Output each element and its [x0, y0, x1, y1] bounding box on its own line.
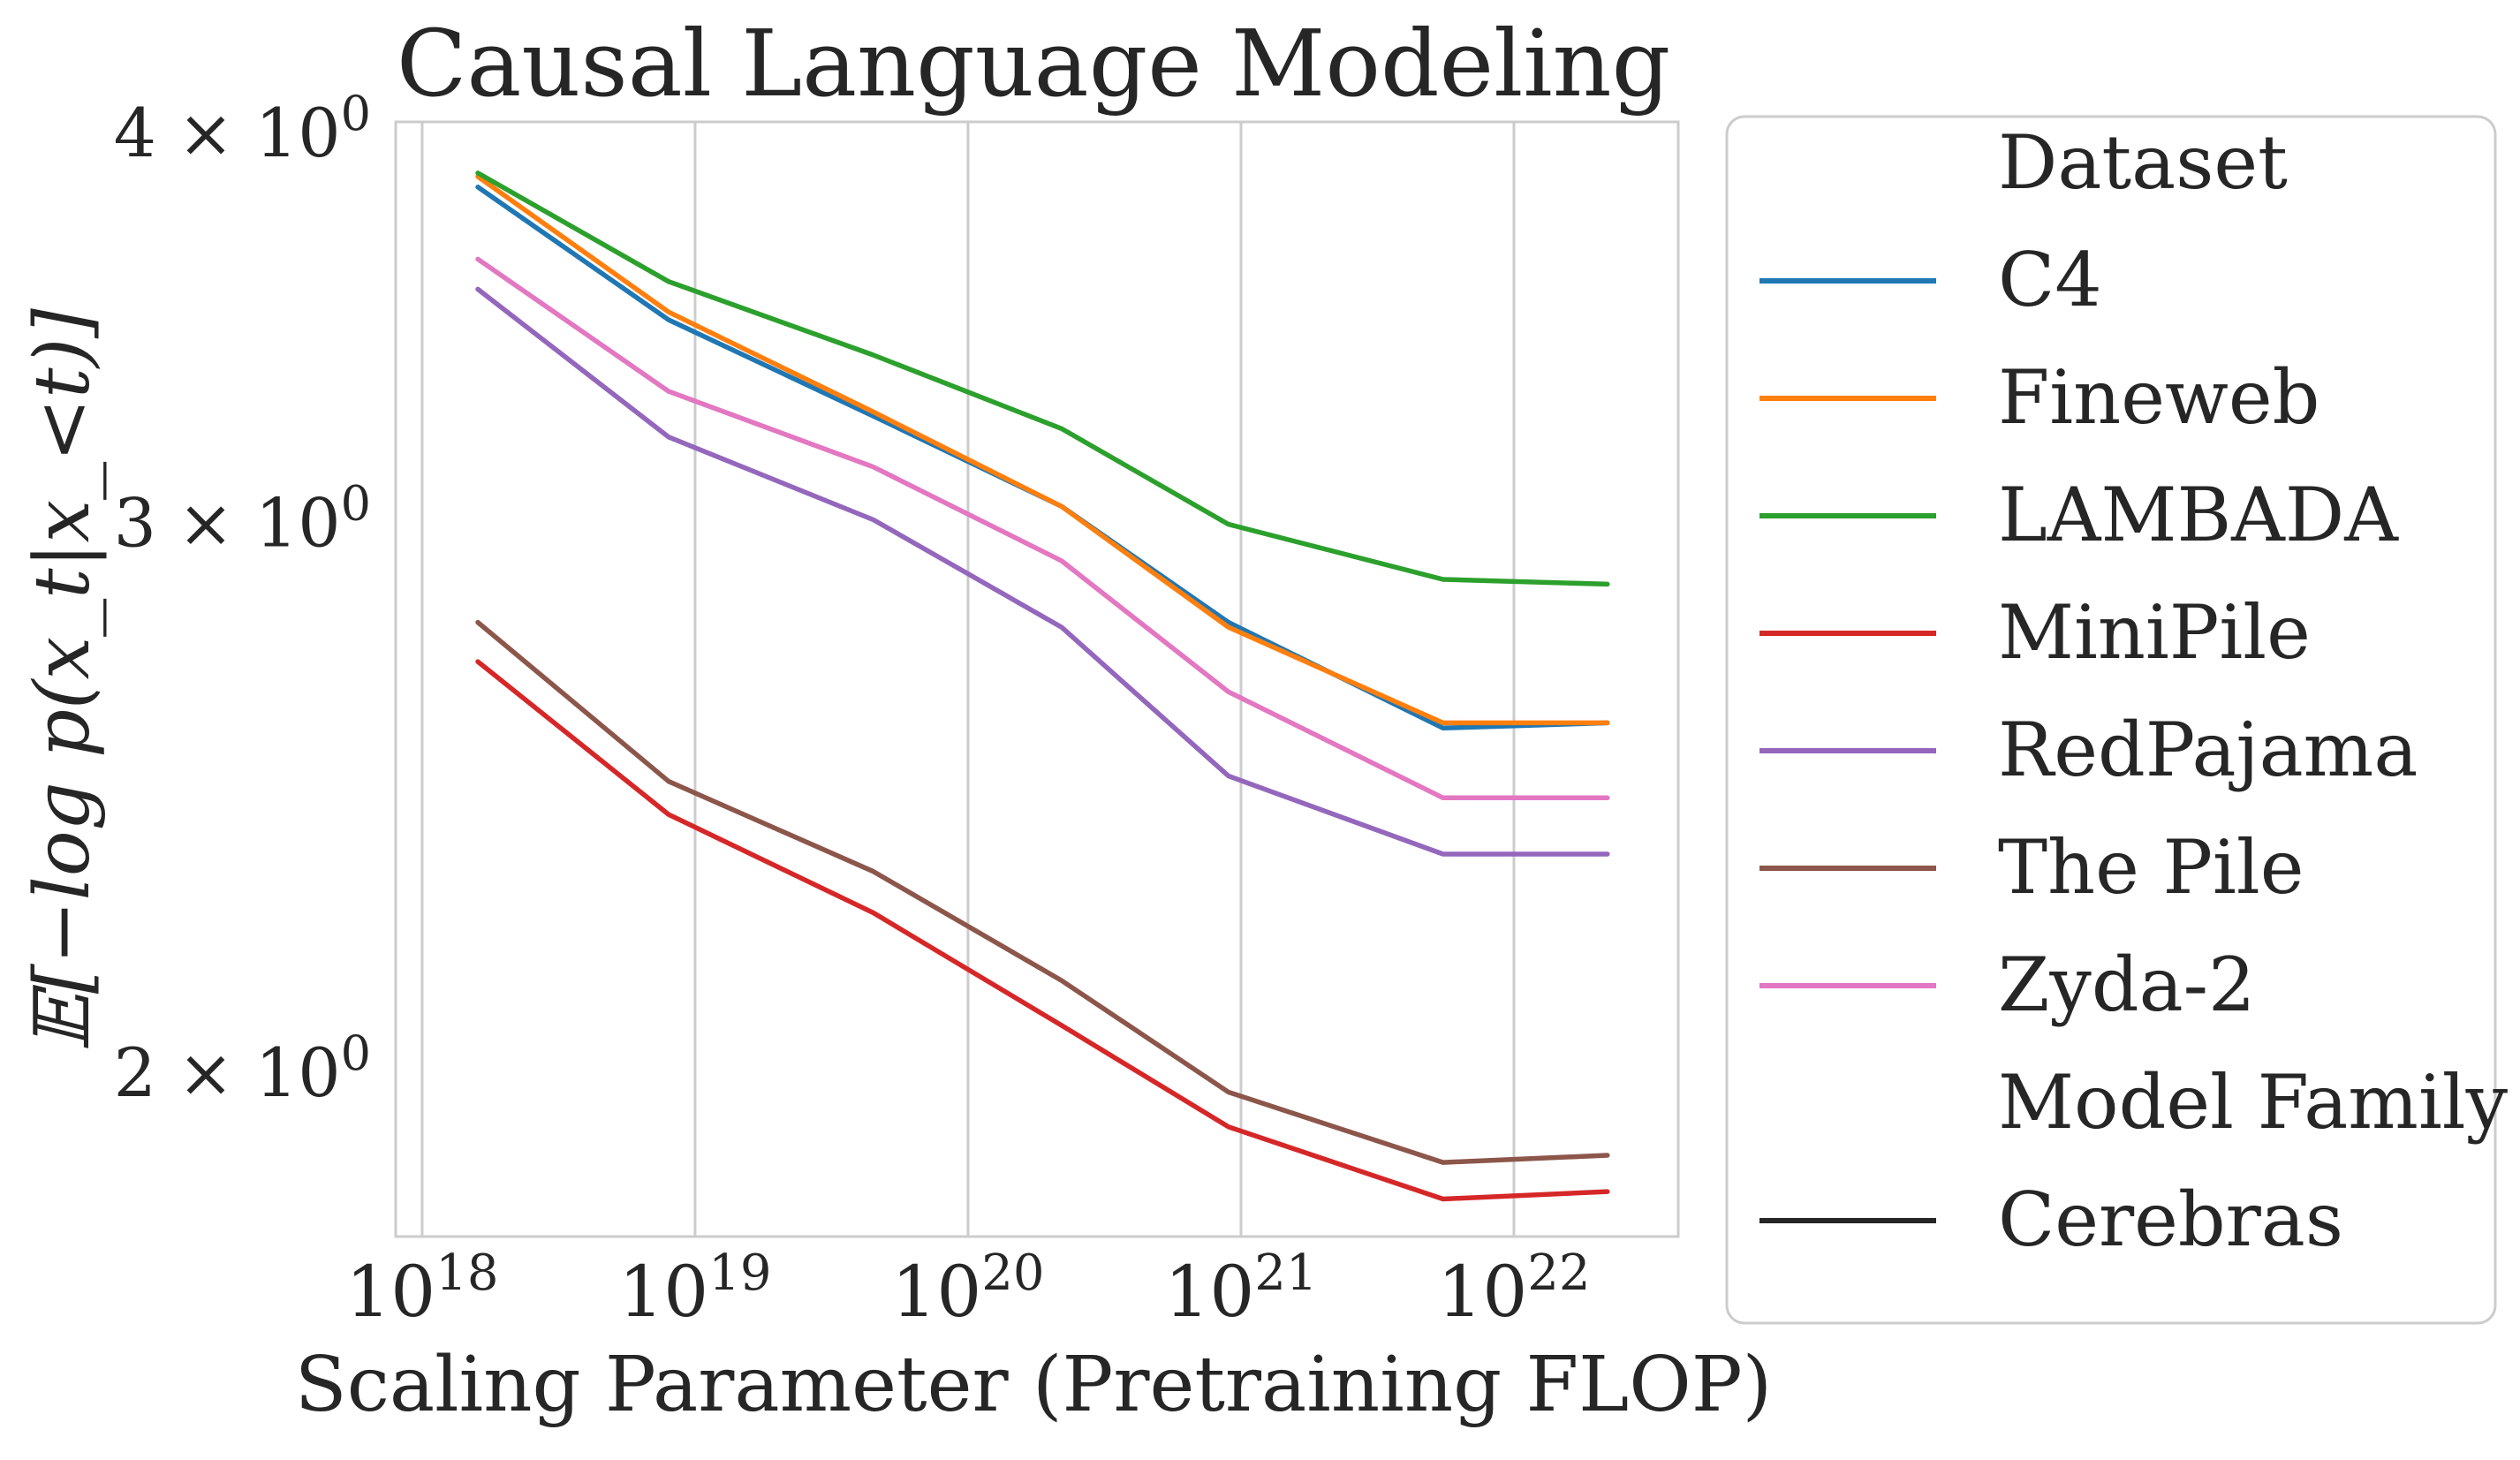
series-line-minipile	[475, 659, 1610, 1202]
y-tick-exponent: 0	[341, 476, 371, 532]
series-line-zyda-2	[475, 256, 1610, 801]
x-tick-base: 10	[618, 1251, 708, 1333]
y-axis-title: 𝔼[−log p(x_t|x_<t)]	[19, 308, 107, 1052]
legend-label-dataset: Dataset	[1998, 119, 2288, 206]
y-tick-label-2: 2 × 100	[114, 1025, 371, 1112]
legend-label-minipile: MiniPile	[1998, 589, 2311, 676]
y-tick-label-0: 4 × 100	[114, 86, 371, 172]
legend-label-the-pile: The Pile	[1998, 824, 2304, 911]
x-tick-exponent: 18	[435, 1244, 498, 1302]
x-tick-label-3: 1021	[1164, 1244, 1317, 1333]
y-tick-label-1: 3 × 100	[114, 476, 371, 563]
chart-title: Causal Language Modeling	[397, 10, 1670, 117]
x-tick-exponent: 22	[1527, 1244, 1590, 1302]
legend-label-cerebras: Cerebras	[1998, 1176, 2343, 1263]
series-lines	[475, 170, 1610, 1202]
x-tick-exponent: 19	[708, 1244, 771, 1302]
x-tick-label-1: 1019	[618, 1244, 771, 1333]
x-tick-base: 10	[891, 1251, 981, 1333]
x-tick-exponent: 21	[1254, 1244, 1317, 1302]
legend-frame	[1725, 115, 2497, 1325]
x-tick-base: 10	[1164, 1251, 1254, 1333]
x-tick-base: 10	[1437, 1251, 1527, 1333]
series-line-fineweb	[475, 174, 1610, 726]
y-tick-base: 3 × 10	[114, 484, 341, 563]
x-tick-label-0: 1018	[345, 1244, 498, 1333]
y-tick-exponent: 0	[341, 1025, 371, 1081]
y-tick-base: 4 × 10	[114, 94, 341, 172]
plot-area	[394, 120, 1680, 1238]
legend-label-lambada: LAMBADA	[1998, 472, 2399, 558]
legend-label-redpajama: RedPajama	[1998, 707, 2418, 793]
series-line-the-pile	[475, 619, 1610, 1165]
legend-label-model-family: Model Family	[1998, 1059, 2509, 1146]
series-line-redpajama	[475, 286, 1610, 857]
y-axis-title-group: 𝔼[−log p(x_t|x_<t)]	[19, 308, 107, 1052]
legend-label-c4: C4	[1998, 237, 2102, 323]
grid-lines	[420, 122, 1516, 1237]
legend-label-fineweb: Fineweb	[1998, 354, 2319, 441]
y-tick-base: 2 × 10	[114, 1033, 341, 1112]
y-tick-exponent: 0	[341, 86, 371, 141]
legend: Dataset C4 Fineweb LAMBADA MiniPile RedPajama…	[1725, 115, 2509, 1325]
x-tick-label-2: 1020	[891, 1244, 1044, 1333]
legend-label-zyda-2: Zyda-2	[1998, 942, 2256, 1028]
x-axis-title: Scaling Parameter (Pretraining FLOP)	[295, 1341, 1772, 1429]
x-tick-label-4: 1022	[1437, 1244, 1590, 1333]
x-tick-labels: 1018 1019 1020 1021 1022	[345, 1244, 1590, 1333]
series-line-lambada	[475, 170, 1610, 587]
x-tick-base: 10	[345, 1251, 435, 1333]
x-tick-exponent: 20	[981, 1244, 1044, 1302]
